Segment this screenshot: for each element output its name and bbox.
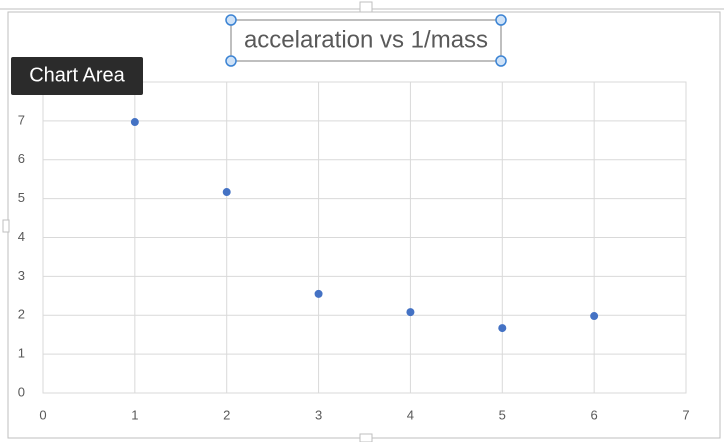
tooltip (11, 57, 143, 95)
handle[interactable] (495, 55, 507, 67)
plot-area: 0 1 2 3 4 5 6 7 0 1 2 3 4 5 6 7 (18, 81, 690, 422)
y-tick-label: 7 (18, 112, 25, 127)
data-point (498, 324, 507, 333)
title-box[interactable] (230, 19, 502, 62)
x-tick-label: 5 (499, 407, 506, 422)
y-tick-label: 2 (18, 307, 25, 322)
x-tick-label: 7 (682, 407, 689, 422)
x-tick-label: 4 (407, 407, 414, 422)
data-point (314, 289, 323, 298)
resize-handle[interactable] (2, 219, 10, 233)
resize-handle[interactable] (359, 1, 373, 13)
title-handles (225, 14, 507, 67)
x-tick-label: 0 (39, 407, 46, 422)
y-tick-label: 3 (18, 268, 25, 283)
y-tick-label: 1 (18, 346, 25, 361)
handle[interactable] (495, 14, 507, 26)
chart-title[interactable]: accelaration vs 1/mass (244, 26, 488, 53)
y-tick-label: 5 (18, 190, 25, 205)
x-tick-label: 1 (131, 407, 138, 422)
data-point (222, 188, 231, 197)
data-point (130, 118, 139, 127)
y-tick-label: 4 (18, 229, 25, 244)
x-tick-label: 6 (591, 407, 598, 422)
resize-handle[interactable] (359, 433, 373, 442)
y-tick-label: 6 (18, 151, 25, 166)
y-tick-label: 0 (18, 384, 25, 399)
data-point (406, 308, 415, 317)
x-tick-label: 2 (223, 407, 230, 422)
x-tick-label: 3 (315, 407, 322, 422)
tooltip-text: Chart Area (29, 64, 125, 86)
handle[interactable] (225, 14, 237, 26)
data-point (590, 312, 599, 321)
handle[interactable] (225, 55, 237, 67)
